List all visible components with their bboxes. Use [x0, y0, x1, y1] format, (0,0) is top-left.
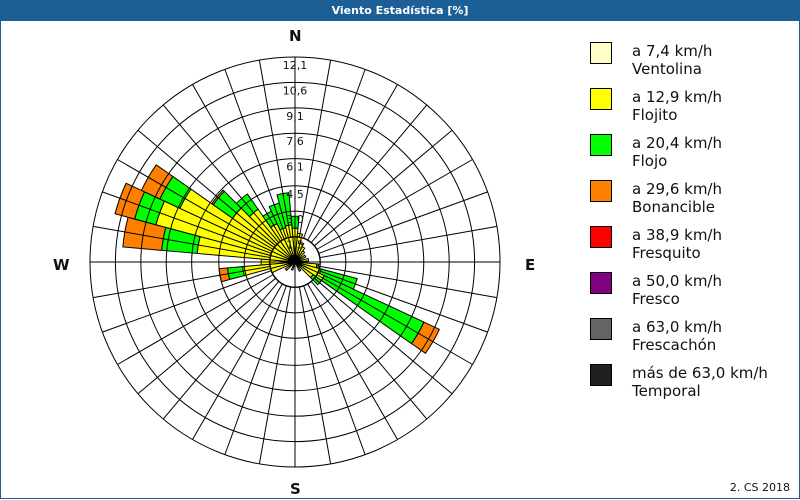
legend-swatch: [590, 226, 612, 248]
copyright-label: 2. CS 2018: [729, 481, 790, 494]
legend-label: Temporal: [632, 382, 701, 400]
compass-south: S: [290, 480, 301, 498]
legend-label: Ventolina: [632, 60, 702, 78]
legend-swatch: [590, 272, 612, 294]
compass-east: E: [525, 256, 536, 274]
legend-range: a 38,9 km/h: [632, 226, 722, 244]
svg-text:7,6: 7,6: [286, 135, 304, 148]
svg-text:1,5: 1,5: [286, 239, 304, 252]
legend-label: Flojito: [632, 106, 678, 124]
legend-swatch: [590, 88, 612, 110]
legend-swatch: [590, 42, 612, 64]
compass-north: N: [289, 27, 302, 45]
svg-text:3,0: 3,0: [286, 213, 304, 226]
legend-label: Frescachón: [632, 336, 717, 354]
svg-text:9,1: 9,1: [286, 110, 304, 123]
wind-rose-chart: 1,5 3,0 4,5 6,1 7,6 9,1 10,6 12,1: [89, 56, 501, 468]
legend-label: Bonancible: [632, 198, 716, 216]
legend-swatch: [590, 180, 612, 202]
window-title: Viento Estadística [%]: [0, 0, 800, 21]
legend-swatch: [590, 318, 612, 340]
legend-label: Flojo: [632, 152, 668, 170]
legend-label: Fresquito: [632, 244, 701, 262]
legend-swatch: [590, 364, 612, 386]
legend-range: a 12,9 km/h: [632, 88, 722, 106]
svg-text:6,1: 6,1: [286, 161, 304, 174]
legend-swatch: [590, 134, 612, 156]
legend-range: a 50,0 km/h: [632, 272, 722, 290]
svg-text:12,1: 12,1: [283, 59, 308, 72]
legend-range: a 20,4 km/h: [632, 134, 722, 152]
legend-range: más de 63,0 km/h: [632, 364, 768, 382]
legend-range: a 7,4 km/h: [632, 42, 713, 60]
compass-west: W: [53, 256, 70, 274]
legend-range: a 63,0 km/h: [632, 318, 722, 336]
svg-text:10,6: 10,6: [283, 84, 308, 97]
legend-range: a 29,6 km/h: [632, 180, 722, 198]
legend-label: Fresco: [632, 290, 680, 308]
svg-text:4,5: 4,5: [286, 188, 304, 201]
